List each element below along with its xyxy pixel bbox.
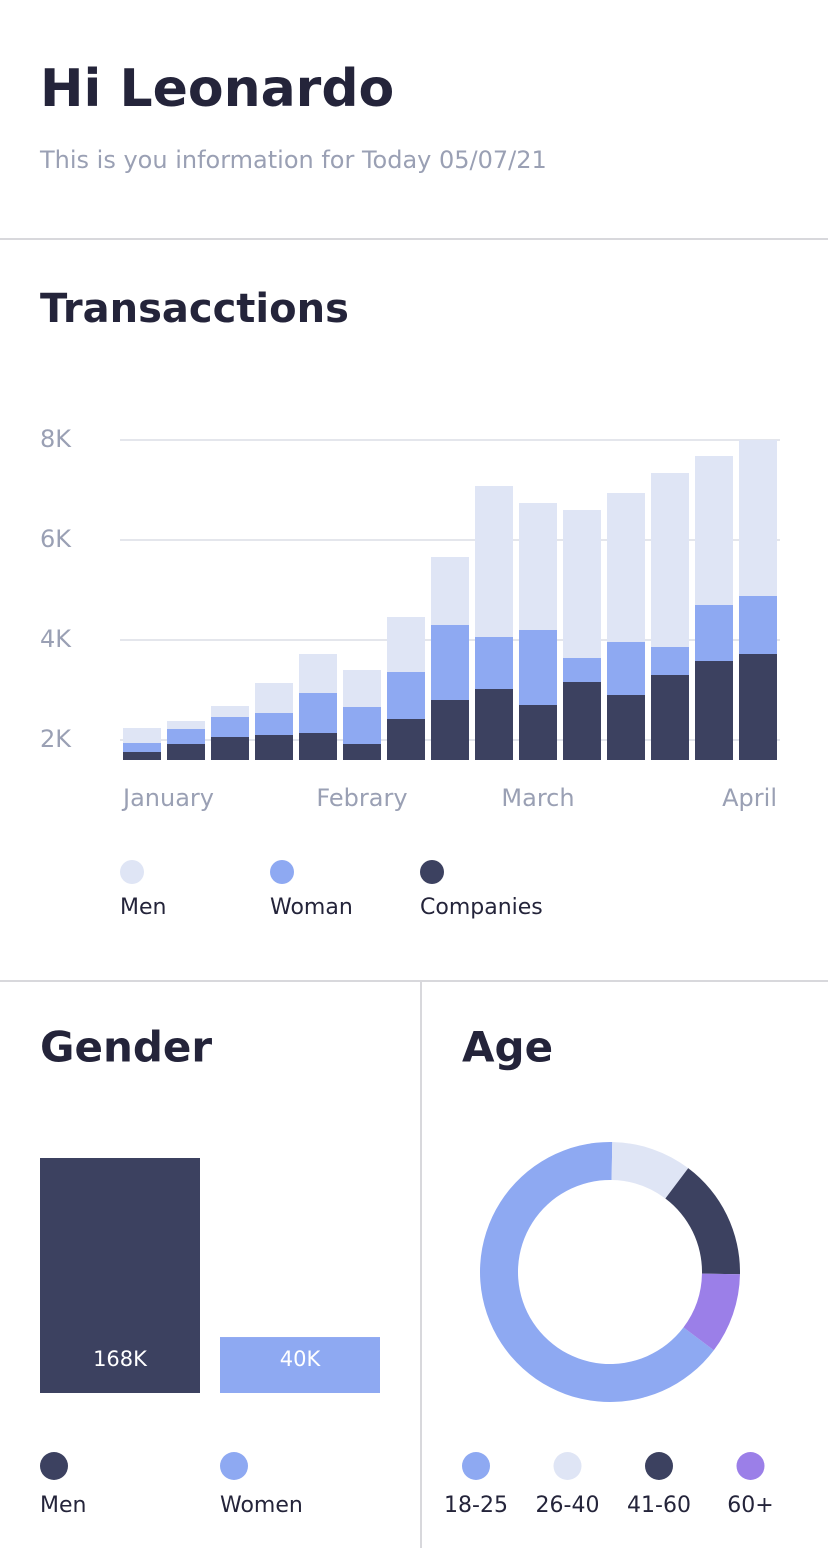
donut-slice [665,1168,741,1275]
data-label: 40K [280,1347,322,1371]
bar-segment [431,625,469,700]
section-title: Transacctions [40,286,349,332]
bar-segment [563,510,601,658]
bar-segment [299,693,337,733]
bar-segment [651,675,689,760]
bar [40,1158,200,1393]
bar-segment [651,473,689,647]
bar-segment [695,605,733,661]
bar-segment [211,706,249,717]
legend-dot [220,1452,248,1480]
bar-segment [475,637,513,689]
bar-segment [739,596,777,654]
bar-segment [739,440,777,596]
bar-segment [123,728,161,743]
bar-segment [519,503,557,630]
legend-dot [120,860,144,884]
legend-dot [553,1452,582,1480]
bar-segment [299,733,337,760]
section-title: Gender [40,1023,212,1072]
bar-segment [255,713,293,735]
x-tick-label: January [121,784,214,812]
donut-slice [683,1273,740,1351]
legend-label: 26-40 [536,1493,600,1518]
bar-segment [343,744,381,760]
bar-segment [387,617,425,672]
subtitle: This is you information for Today 05/07/… [39,146,547,174]
legend-label: 18-25 [444,1493,508,1518]
bar-segment [695,661,733,760]
legend-dot [462,1452,490,1480]
bar-segment [255,683,293,713]
legend-label: Woman [270,895,353,920]
y-tick-label: 6K [40,525,72,553]
y-tick-label: 8K [40,425,72,453]
bar-segment [343,707,381,744]
bar-segment [607,493,645,642]
bar-segment [519,630,557,705]
bar-segment [211,717,249,737]
legend-dot [736,1452,765,1480]
bar-segment [607,695,645,760]
bar-segment [651,647,689,675]
greeting: Hi Leonardo [40,59,394,119]
bar-segment [123,752,161,760]
bar-segment [563,682,601,760]
bar-segment [695,456,733,605]
section-title: Age [462,1023,553,1072]
bar-segment [167,729,205,744]
bar-segment [431,557,469,625]
bar-segment [123,743,161,752]
bar-segment [739,654,777,760]
bar-segment [343,670,381,707]
bar-segment [431,700,469,760]
y-tick-label: 2K [40,725,72,753]
data-label: 168K [93,1347,148,1371]
y-tick-label: 4K [40,625,72,653]
legend-label: 60+ [727,1493,773,1518]
x-tick-label: April [722,784,777,812]
legend-label: Companies [420,895,543,920]
legend-label: Men [40,1493,86,1518]
legend-label: 41-60 [627,1493,691,1518]
bar-segment [519,705,557,760]
legend-dot [645,1452,673,1480]
donut-slice [480,1141,714,1402]
bar-segment [299,654,337,693]
bar-segment [167,744,205,760]
bar-segment [167,721,205,729]
bar-segment [475,486,513,637]
donut-slice [611,1142,689,1199]
x-tick-label: March [501,784,574,812]
bar [220,1337,380,1393]
legend-label: Women [220,1493,303,1518]
bar-segment [387,719,425,760]
bar-segment [255,735,293,760]
legend-dot [40,1452,68,1480]
bar-segment [563,658,601,682]
bar-segment [211,737,249,760]
x-tick-label: Febrary [316,784,407,812]
bar-segment [607,642,645,695]
bar-segment [387,672,425,719]
bar-segment [475,689,513,760]
legend-dot [420,860,444,884]
legend-dot [270,860,294,884]
legend-label: Men [120,895,166,920]
